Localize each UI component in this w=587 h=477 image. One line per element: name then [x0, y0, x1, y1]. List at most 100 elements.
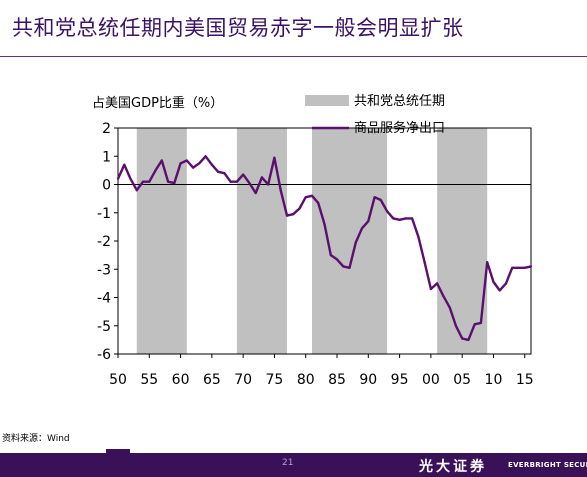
data-point	[360, 227, 364, 230]
data-point	[317, 201, 320, 204]
data-point	[373, 196, 376, 199]
data-point	[267, 183, 270, 186]
y-tick-label: -4	[97, 291, 111, 307]
data-point	[354, 241, 357, 244]
data-point	[423, 261, 426, 264]
data-point	[348, 266, 351, 269]
x-axis: 50 55 60 65 70 75 80 85 90 95 00 05 10 15	[109, 354, 534, 388]
data-point	[404, 217, 407, 220]
y-tick-label: 1	[102, 149, 111, 165]
data-point	[116, 177, 120, 180]
x-tick-label: 10	[485, 372, 503, 388]
data-point	[223, 172, 226, 175]
legend-shade-label: 共和党总统任期	[354, 94, 445, 109]
y-tick-label: 2	[102, 121, 111, 137]
data-point	[298, 207, 301, 210]
data-point	[448, 306, 451, 309]
data-point	[454, 324, 457, 327]
data-point	[192, 166, 195, 169]
x-tick-label: 00	[422, 372, 440, 388]
x-tick-label: 15	[516, 372, 534, 388]
legend-line-label: 商品服务净出口	[354, 120, 445, 136]
data-point	[135, 189, 138, 192]
x-tick-label: 65	[203, 372, 221, 388]
legend-shade-swatch	[305, 95, 349, 106]
data-point	[529, 265, 533, 268]
data-point	[179, 162, 182, 165]
legend: 共和党总统任期 商品服务净出口	[305, 94, 445, 136]
trade-balance-chart: 210-1-2-3-4-5-6 50 55 60 65 70 75 80 85 90 95 00 05…	[92, 94, 534, 388]
data-point	[461, 337, 464, 340]
x-tick-label: 80	[297, 372, 315, 388]
data-point	[173, 182, 176, 185]
data-point	[323, 223, 326, 226]
data-point	[304, 196, 307, 199]
page-number: 21	[282, 458, 294, 468]
data-point	[210, 163, 213, 166]
x-tick-label: 75	[266, 372, 284, 388]
data-point	[398, 218, 401, 221]
x-tick-label: 60	[172, 372, 190, 388]
data-point	[329, 254, 332, 257]
data-point	[392, 217, 395, 220]
series-points	[116, 155, 533, 341]
data-point	[492, 280, 495, 284]
data-point	[511, 266, 514, 269]
data-point	[335, 258, 339, 261]
data-point	[479, 321, 482, 324]
data-point	[129, 177, 132, 180]
shaded-period-4	[437, 128, 488, 354]
data-point	[411, 217, 414, 220]
footer-ornament	[106, 449, 130, 453]
data-point	[292, 213, 295, 216]
x-tick-label: 90	[359, 372, 377, 388]
data-point	[436, 282, 439, 285]
data-point	[473, 323, 476, 326]
shaded-periods	[136, 128, 488, 354]
data-point	[486, 261, 489, 264]
data-point	[442, 295, 445, 298]
data-point	[260, 176, 263, 179]
data-point	[235, 180, 238, 183]
data-point	[285, 214, 289, 217]
data-point	[429, 287, 432, 291]
data-point	[204, 155, 207, 158]
y-tick-label: -2	[97, 234, 111, 250]
data-point	[198, 162, 201, 165]
data-point	[379, 198, 382, 202]
data-point	[248, 182, 251, 185]
data-point	[342, 265, 345, 268]
data-point	[504, 282, 508, 285]
data-point	[254, 191, 257, 195]
data-point	[242, 173, 245, 176]
data-point	[310, 194, 314, 197]
data-point	[386, 210, 389, 213]
slide-title: 共和党总统任期内美国贸易赤字一般会明显扩张	[12, 16, 464, 40]
data-point	[279, 189, 282, 192]
x-tick-label: 85	[328, 372, 346, 388]
brand-logo-en: EVERBRIGHT SECURITI	[508, 461, 587, 469]
source-note: 资料来源：Wind	[2, 434, 70, 444]
data-point	[167, 180, 170, 183]
data-point	[498, 289, 501, 292]
y-tick-label: 0	[102, 178, 111, 194]
data-point	[467, 338, 470, 341]
y-tick-label: -1	[97, 206, 111, 222]
data-point	[229, 180, 232, 183]
data-point	[273, 156, 276, 159]
y-axis: 2 1 0 -1 -2 -3 -4 -5 -6	[97, 121, 118, 363]
shaded-period-2	[236, 128, 287, 354]
x-tick-label: 55	[140, 372, 158, 388]
data-point	[367, 220, 370, 223]
data-point	[123, 163, 126, 166]
x-tick-label: 95	[391, 372, 409, 388]
y-tick-label: -6	[97, 347, 111, 363]
data-point	[160, 159, 163, 162]
data-point	[185, 159, 188, 162]
shaded-period-1	[136, 128, 187, 354]
y-tick-label: -3	[97, 262, 111, 278]
title-divider	[0, 56, 587, 57]
brand-logo-cn: 光大证券	[419, 459, 487, 475]
y-tick-label: -5	[97, 319, 111, 335]
x-tick-label: 50	[109, 372, 127, 388]
